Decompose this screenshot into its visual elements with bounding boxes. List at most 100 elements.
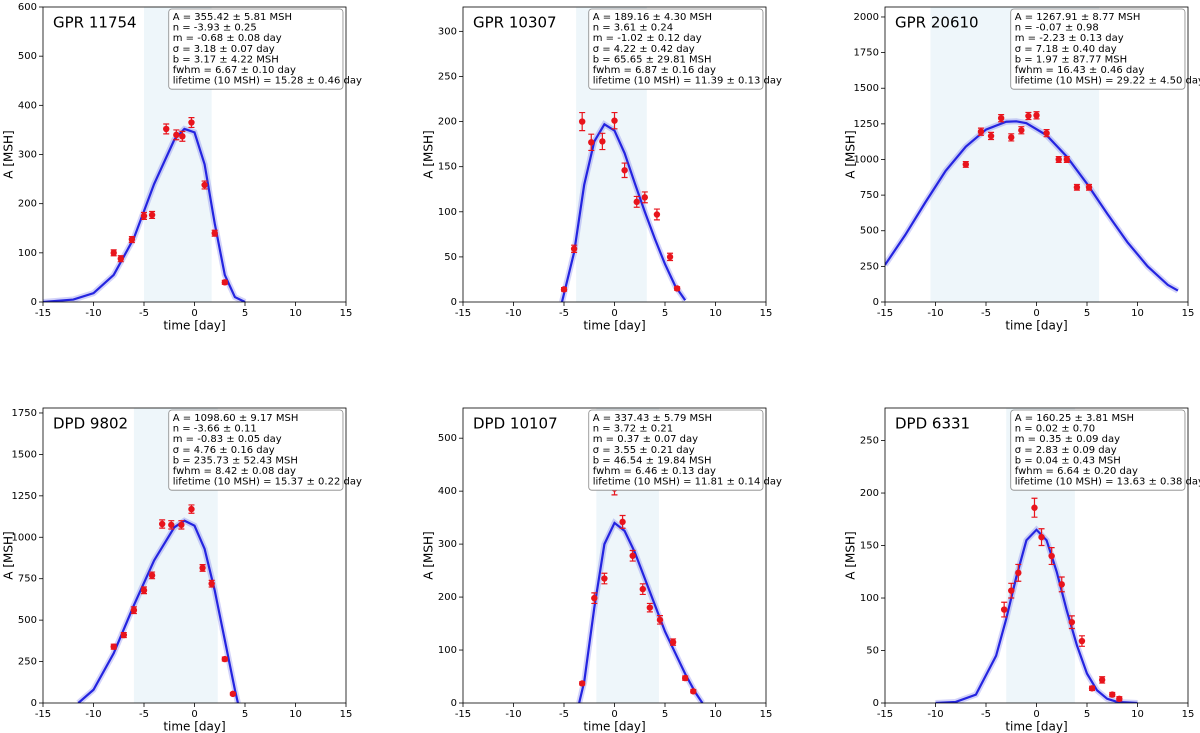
annotation-line: b = 235.73 ± 52.43 MSH [173,455,298,466]
x-tick-label: 5 [1084,709,1090,720]
point [1109,691,1116,698]
point [1008,134,1015,141]
x-axis-label: time [day] [583,319,645,333]
point [163,125,170,133]
point [221,279,228,286]
x-tick-label: -15 [877,308,893,319]
point [130,606,138,614]
point [591,594,598,602]
x-tick-label: 5 [662,308,668,319]
point [158,520,166,528]
fit-line [77,519,240,703]
point [633,198,640,206]
point [578,118,586,125]
point [1031,504,1038,511]
fit-line [935,528,1138,703]
y-tick-label: 200 [438,117,457,128]
point [629,552,636,559]
point [1033,112,1040,119]
y-tick-label: 750 [860,190,879,201]
y-tick-label: 300 [18,150,37,161]
annotation-line: n = 3.61 ± 0.24 [593,23,673,34]
point [1068,618,1076,626]
y-tick-label: 50 [444,252,457,263]
point [666,253,674,261]
y-axis-label: A [MSH] [422,130,436,178]
annotation-line: A = 1267.91 ± 8.77 MSH [1015,12,1141,23]
point [639,585,646,593]
x-tick-label: -15 [455,709,471,720]
annotation-box [168,409,344,491]
x-tick-label: -15 [35,709,51,720]
point [656,616,664,624]
y-tick-label: 0 [31,297,37,308]
y-tick-label: 400 [18,100,37,111]
point [1073,184,1081,191]
point [962,161,969,168]
point [611,117,618,124]
point [1063,156,1071,163]
annotation-line: fwhm = 6.87 ± 0.16 day [593,65,716,76]
y-tick-label: 0 [873,297,879,308]
y-tick-label: 0 [451,297,457,308]
annotation-line: σ = 2.83 ± 0.09 day [1015,445,1117,456]
y-axis-label: A [MSH] [844,130,858,178]
panel: -15 -10 -5 0 5 10 15 0 100 200 300 400 500 time [day]… [422,407,782,733]
y-axis-label: A [MSH] [844,531,858,579]
annotation-line: m = -0.83 ± 0.05 day [173,434,282,445]
annotation-line: fwhm = 16.43 ± 0.46 day [1015,65,1145,76]
annotation-line: fwhm = 6.64 ± 0.20 day [1015,466,1138,477]
point [110,643,117,650]
x-tick-label: 0 [191,308,197,319]
annotation-line: m = -1.02 ± 0.12 day [593,33,702,44]
y-tick-label: 750 [18,574,37,585]
y-tick-label: 100 [438,207,457,218]
panel-title: GPR 20610 [895,14,979,32]
y-tick-label: 0 [451,698,457,709]
annotation-line: lifetime (10 MSH) = 11.39 ± 0.13 day [593,76,782,87]
point [588,139,595,146]
annotation-line: σ = 4.22 ± 0.42 day [593,44,695,55]
point [148,572,156,579]
y-tick-label: 250 [18,657,37,668]
point [221,655,228,663]
point [578,680,586,687]
annotation-line: m = 0.35 ± 0.09 day [1015,434,1120,445]
x-tick-label: 15 [1182,709,1195,720]
x-tick-label: -10 [927,308,943,319]
y-tick-label: 300 [438,26,457,37]
x-tick-label: -15 [35,308,51,319]
x-tick-label: -10 [85,308,101,319]
x-tick-label: 5 [242,709,248,720]
annotation-box [1010,409,1186,491]
annotation-box [588,409,764,491]
point [211,229,218,237]
annotation-line: A = 1098.60 ± 9.17 MSH [173,413,299,424]
annotation-line: σ = 3.55 ± 0.21 day [593,445,695,456]
annotation-line: b = 65.65 ± 29.81 MSH [593,54,712,65]
x-tick-label: 15 [760,709,773,720]
annotation-line: b = 1.97 ± 87.77 MSH [1015,54,1127,65]
annotation-line: n = -3.66 ± 0.11 [173,424,257,435]
x-tick-label: 0 [1033,308,1039,319]
x-tick-label: -5 [559,308,569,319]
annotation-line: σ = 4.76 ± 0.16 day [173,445,275,456]
y-tick-label: 1750 [854,48,879,59]
y-tick-label: 1500 [854,83,879,94]
x-tick-label: -10 [927,709,943,720]
point [1055,156,1062,163]
x-tick-label: 10 [709,308,722,319]
panel-title: DPD 9802 [53,415,128,433]
x-tick-label: 0 [611,308,617,319]
point [601,575,608,582]
point [208,580,215,587]
annotation-line: σ = 3.18 ± 0.07 day [173,44,275,55]
y-tick-label: 0 [873,698,879,709]
point [1015,569,1022,577]
point [987,132,995,140]
fit-line [560,122,687,302]
y-tick-label: 1000 [854,154,879,165]
x-tick-label: -15 [877,709,893,720]
y-tick-label: 0 [31,698,37,709]
